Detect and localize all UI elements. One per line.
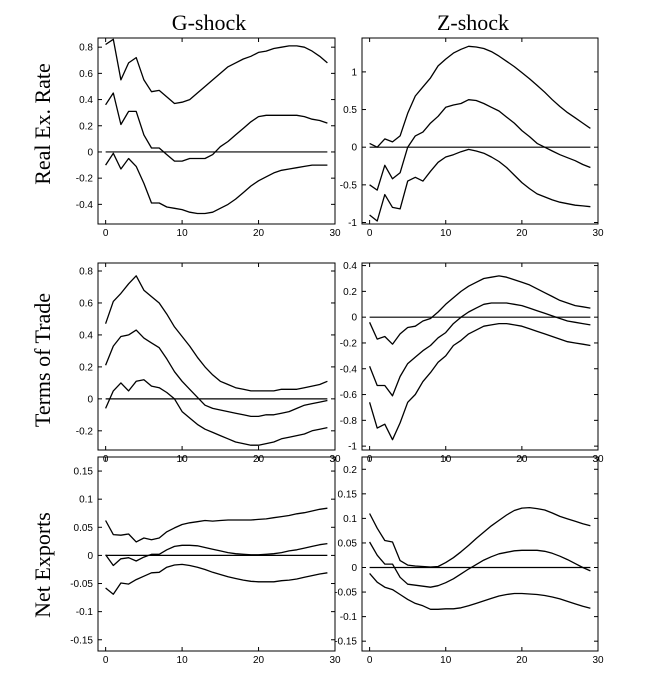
y-tick-label: 0 xyxy=(87,551,93,562)
y-tick-label: -0.5 xyxy=(340,180,358,191)
x-tick-label: 30 xyxy=(329,228,341,239)
x-tick-label: 0 xyxy=(367,655,373,666)
panel-5: 0 10 20 30 -0.15 -0.1 -0.05 0 0.05 0.1 0.15 0.2 xyxy=(334,457,604,666)
y-tick-label: 0 xyxy=(351,563,357,574)
panel-1: 0 10 20 30 -1 -0.5 0 0.5 1 xyxy=(340,38,604,239)
y-tick-label: 1 xyxy=(351,67,357,78)
y-tick-label: -0.2 xyxy=(76,426,94,437)
median-response-line xyxy=(106,93,328,161)
x-tick-label: 0 xyxy=(103,655,109,666)
y-tick-label: 0.2 xyxy=(343,287,357,298)
y-tick-label: 0.6 xyxy=(79,298,93,309)
plot-frame xyxy=(98,263,335,450)
x-tick-label: 10 xyxy=(177,228,189,239)
panels: 0 10 20 30-0.4-0.200.20.40.60.80 10 20 30-1-0.… xyxy=(70,38,604,666)
y-tick-label: -0.2 xyxy=(76,174,94,185)
median-response-line xyxy=(370,100,591,190)
lower-band-line xyxy=(106,564,328,594)
y-tick-label: -0.15 xyxy=(70,635,93,646)
x-tick-label: 20 xyxy=(253,228,265,239)
y-tick-label: -0.2 xyxy=(340,338,358,349)
x-tick-label: 0 xyxy=(367,228,373,239)
x-tick-label: 30 xyxy=(592,655,604,666)
upper-band-line xyxy=(106,508,328,542)
lower-band-line xyxy=(370,324,591,440)
y-tick-label: 0.6 xyxy=(79,69,93,80)
median-response-line xyxy=(106,544,328,566)
x-tick-label: 0 xyxy=(103,228,109,239)
column-title-z-shock: Z-shock xyxy=(437,10,509,35)
y-tick-label: -0.05 xyxy=(70,579,93,590)
plot-frame xyxy=(98,457,335,651)
y-tick-label: -0.4 xyxy=(76,200,94,211)
panel-4: 0 10 20 30 -0.15 -0.1 -0.05 0 0.05 0.1 0.15 xyxy=(70,457,341,666)
y-tick-label: 0.2 xyxy=(79,121,93,132)
y-tick-label: 0.8 xyxy=(79,43,93,54)
plot-frame xyxy=(362,263,598,450)
x-tick-label: 20 xyxy=(516,655,528,666)
x-tick-label: 30 xyxy=(329,655,341,666)
x-tick-label: 20 xyxy=(253,655,265,666)
x-tick-label: 10 xyxy=(177,655,189,666)
y-tick-label: -1 xyxy=(348,442,357,453)
x-tick-label: 10 xyxy=(440,228,452,239)
y-tick-label: -0.6 xyxy=(340,390,358,401)
y-tick-label: 0.4 xyxy=(79,330,93,341)
lower-band-line xyxy=(106,153,328,213)
y-tick-label: -0.1 xyxy=(340,612,358,623)
row-label-real-ex-rate: Real Ex. Rate xyxy=(30,63,55,185)
y-tick-label: -0.05 xyxy=(334,588,357,599)
y-tick-label: 0 xyxy=(87,394,93,405)
upper-band-line xyxy=(370,508,591,567)
y-tick-label: -0.1 xyxy=(76,607,94,618)
y-tick-label: 0 xyxy=(351,143,357,154)
y-tick-label: 0.8 xyxy=(79,266,93,277)
upper-band-line xyxy=(370,276,591,344)
y-tick-label: 0.5 xyxy=(343,105,357,116)
y-tick-label: -0.8 xyxy=(340,416,358,427)
y-tick-label: 0.1 xyxy=(343,514,357,525)
y-tick-label: 0.15 xyxy=(74,467,94,478)
median-response-line xyxy=(106,330,328,416)
row-label-net-exports: Net Exports xyxy=(30,512,55,618)
y-tick-label: 0 xyxy=(87,147,93,158)
y-tick-label: 0.4 xyxy=(343,261,357,272)
x-tick-label: 30 xyxy=(592,228,604,239)
lower-band-line xyxy=(370,149,591,221)
lower-band-line xyxy=(370,573,591,609)
upper-band-line xyxy=(370,46,591,147)
y-tick-label: 0.05 xyxy=(74,523,94,534)
plot-frame xyxy=(98,38,335,224)
x-tick-label: 10 xyxy=(440,655,452,666)
y-tick-label: 0.2 xyxy=(343,465,357,476)
median-response-line xyxy=(370,542,591,587)
plot-frame xyxy=(362,38,598,224)
y-tick-label: 0.15 xyxy=(338,489,358,500)
y-tick-label: -0.15 xyxy=(334,637,357,648)
y-tick-label: -1 xyxy=(348,218,357,229)
y-tick-label: 0.05 xyxy=(338,538,358,549)
x-tick-label: 20 xyxy=(516,228,528,239)
y-tick-label: 0.1 xyxy=(79,495,93,506)
y-tick-label: 0 xyxy=(351,313,357,324)
row-label-terms-of-trade: Terms of Trade xyxy=(30,293,55,427)
column-title-g-shock: G-shock xyxy=(172,10,247,35)
y-tick-label: 0.4 xyxy=(79,95,93,106)
y-tick-label: 0.2 xyxy=(79,362,93,373)
upper-band-line xyxy=(106,39,328,103)
y-tick-label: -0.4 xyxy=(340,364,358,375)
panel-0: 0 10 20 30 -0.4 -0.2 0 0.2 0.4 0.6 0.8 xyxy=(76,38,341,239)
